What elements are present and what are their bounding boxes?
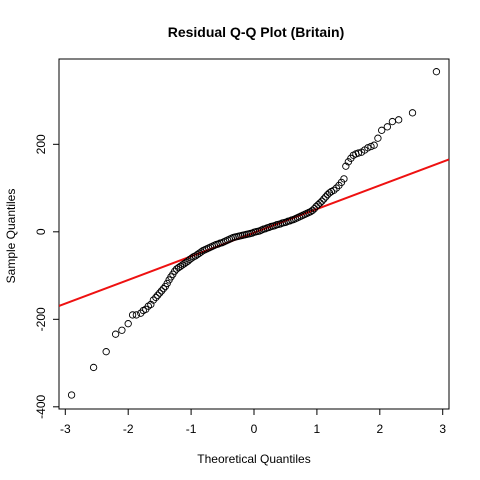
data-point <box>191 252 200 260</box>
data-point <box>157 287 166 295</box>
y-axis-label: Sample Quantiles <box>4 189 18 284</box>
data-point <box>172 265 181 273</box>
data-point <box>180 260 188 268</box>
chart-title: Residual Q-Q Plot (Britain) <box>168 24 345 40</box>
data-point <box>354 149 363 157</box>
data-point <box>395 116 403 124</box>
data-point <box>310 204 319 213</box>
data-point <box>147 300 155 309</box>
data-point <box>367 142 375 151</box>
data-point <box>186 255 194 264</box>
data-point <box>332 184 341 192</box>
x-axis: -3 -2 -1 0 1 2 3 <box>60 409 446 436</box>
x-tick-label: 1 <box>314 422 321 436</box>
data-point <box>388 117 397 126</box>
data-point <box>154 291 162 299</box>
x-tick-label: 0 <box>251 422 258 436</box>
data-point <box>128 311 137 319</box>
data-point <box>102 348 110 356</box>
data-point <box>330 186 338 194</box>
data-point <box>155 289 164 297</box>
data-point <box>118 326 126 334</box>
data-point <box>340 175 348 183</box>
data-point <box>163 279 171 288</box>
y-tick-label: 0 <box>34 228 48 235</box>
y-tick-label: -200 <box>34 307 48 331</box>
data-point <box>374 134 382 142</box>
reference-line <box>59 158 449 307</box>
data-point <box>174 264 183 272</box>
x-tick-label: -3 <box>60 422 71 436</box>
points-group <box>67 68 441 399</box>
data-point <box>111 330 120 338</box>
data-point <box>408 109 417 117</box>
data-point <box>193 250 202 259</box>
data-point <box>370 141 378 149</box>
data-point <box>132 311 141 319</box>
data-point <box>308 206 317 215</box>
data-point <box>89 363 98 372</box>
y-axis: -400 -200 0 200 <box>34 134 59 419</box>
data-point <box>432 68 441 76</box>
data-point <box>124 320 132 328</box>
data-point <box>137 309 145 317</box>
x-tick-label: -2 <box>123 422 134 436</box>
data-point <box>178 261 186 269</box>
reference-line-group <box>59 158 449 307</box>
data-point <box>149 296 158 304</box>
x-axis-label: Theoretical Quantiles <box>197 452 310 466</box>
data-point <box>378 126 386 134</box>
data-point <box>197 248 205 256</box>
data-point <box>195 249 203 257</box>
data-point <box>383 123 392 131</box>
data-point <box>322 193 330 201</box>
y-tick-label: 200 <box>34 134 48 154</box>
data-point <box>342 162 350 170</box>
x-tick-label: 2 <box>376 422 383 436</box>
data-point <box>318 197 326 205</box>
data-point <box>176 262 185 271</box>
data-point <box>159 285 168 293</box>
y-tick-label: -400 <box>34 394 48 418</box>
data-point <box>188 254 196 262</box>
data-point <box>314 201 322 209</box>
data-point <box>67 391 76 399</box>
data-point <box>316 199 324 207</box>
data-point <box>320 195 328 203</box>
data-point <box>152 293 160 302</box>
x-tick-label: 3 <box>439 422 446 436</box>
data-point <box>364 144 372 152</box>
x-tick-label: -1 <box>186 422 197 436</box>
